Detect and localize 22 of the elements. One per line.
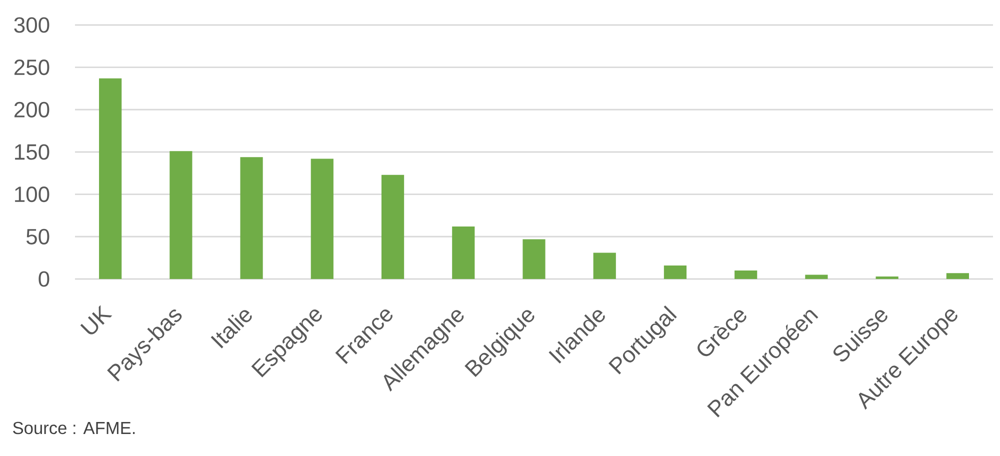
bar (734, 270, 758, 279)
bar (452, 226, 475, 279)
y-tick-label: 0 (38, 271, 50, 287)
bar (805, 274, 828, 279)
y-tick-label: 200 (14, 102, 50, 118)
bar (99, 78, 122, 279)
bar (240, 157, 263, 279)
source-note: Source : AFME. (13, 422, 135, 434)
bar (310, 158, 334, 279)
y-tick-label: 250 (14, 60, 50, 76)
x-tick-label: Italie (210, 310, 252, 348)
bar (664, 265, 687, 279)
bar (381, 174, 404, 279)
bar (876, 276, 898, 279)
y-tick-label: 300 (14, 17, 50, 33)
bar (522, 239, 546, 279)
y-tick-label: 150 (15, 144, 50, 160)
bar (593, 252, 616, 279)
y-tick-label: 100 (15, 186, 50, 202)
bar (170, 151, 192, 279)
bar (946, 273, 969, 279)
y-tick-label: 50 (26, 228, 50, 244)
